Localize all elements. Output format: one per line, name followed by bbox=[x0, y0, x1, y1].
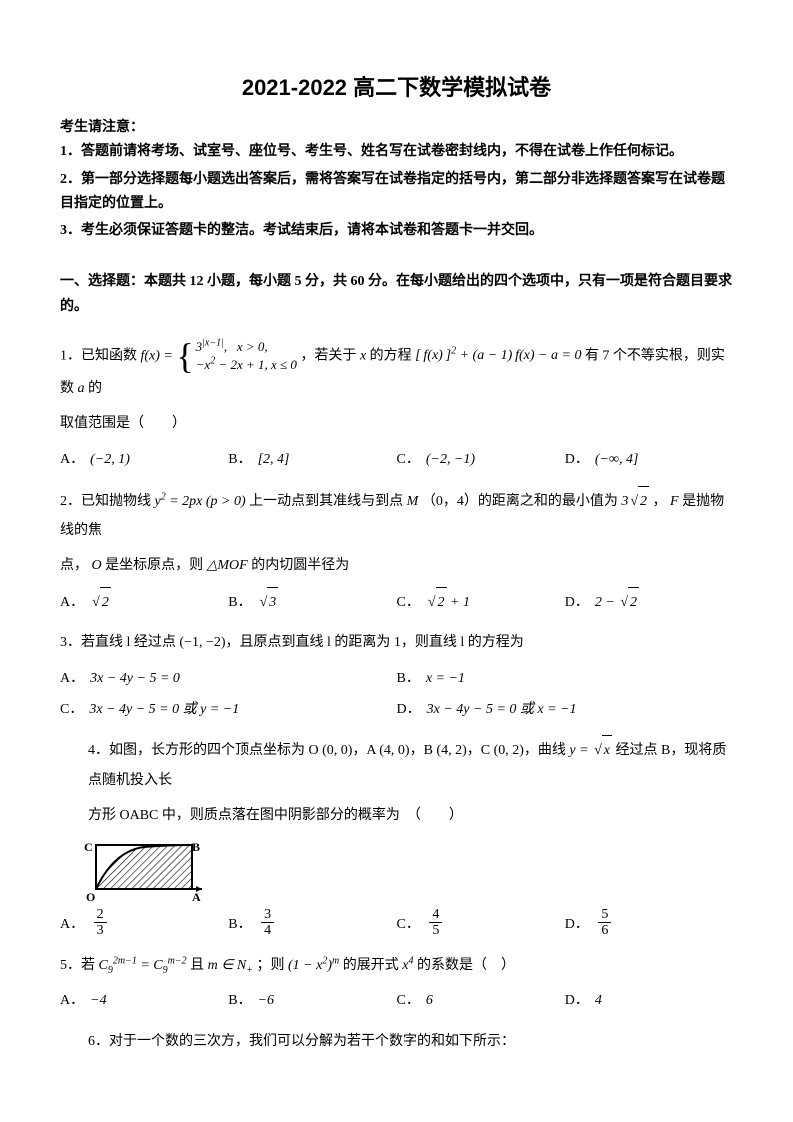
q3-option-d: D．3x − 4y − 5 = 0 或 x = −1 bbox=[397, 695, 734, 726]
q1-option-d: D．(−∞, 4] bbox=[565, 445, 733, 476]
q3-options-row2: C．3x − 4y − 5 = 0 或 y = −1 D．3x − 4y − 5… bbox=[60, 695, 733, 726]
q6-stem: 6．对于一个数的三次方，我们可以分解为若干个数字的和如下所示： bbox=[60, 1027, 733, 1056]
q4-option-d: D． 56 bbox=[565, 909, 733, 941]
q5-t2: 且 bbox=[190, 958, 208, 973]
q2-F: F bbox=[670, 494, 679, 509]
notice-2: 2．第一部分选择题每小题选出答案后，需将答案写在试卷指定的括号内，第二部分非选择… bbox=[60, 168, 733, 216]
q1-option-c: C．(−2, −1) bbox=[397, 445, 565, 476]
q2-t1: 2．已知抛物线 bbox=[60, 494, 155, 509]
question-1: 1．已知函数 f(x) = { 3|x−1|, x > 0, −x2 − 2x … bbox=[60, 338, 733, 476]
q1-text-b2: 的方程 bbox=[370, 348, 412, 363]
q5-mN: m ∈ N+ bbox=[208, 958, 253, 973]
q2-option-a: A．2 bbox=[60, 587, 228, 619]
q5-comb: C92m−1 = C9m−2 bbox=[99, 958, 187, 973]
q2-MOF: △MOF bbox=[207, 558, 248, 573]
q2-t4: ， bbox=[653, 494, 667, 509]
q1-text-d: 的 bbox=[88, 381, 102, 396]
q4-label-c: C bbox=[84, 835, 93, 860]
q4-stem-2: 方形 OABC 中，则质点落在图中阴影部分的概率为 （ ） bbox=[60, 801, 733, 830]
q1-text-a: 1．已知函数 bbox=[60, 348, 141, 363]
section-1-header: 一、选择题：本题共 12 小题，每小题 5 分，共 60 分。在每小题给出的四个… bbox=[60, 269, 733, 319]
q4-curve: y = x bbox=[569, 743, 612, 758]
q3-options-row1: A．3x − 4y − 5 = 0 B．x = −1 bbox=[60, 664, 733, 695]
q5-t1: 5．若 bbox=[60, 958, 99, 973]
q1-options: A．(−2, 1) B．[2, 4] C．(−2, −1) D．(−∞, 4] bbox=[60, 445, 733, 476]
q3-option-b: B．x = −1 bbox=[397, 664, 734, 695]
q5-option-d: D．4 bbox=[565, 986, 733, 1017]
q2-O: O bbox=[92, 558, 102, 573]
q5-option-b: B．−6 bbox=[228, 986, 396, 1017]
q4-stem-1: 4．如图，长方形的四个顶点坐标为 O (0, 0)，A (4, 0)，B (4,… bbox=[60, 735, 733, 795]
brace-icon: { bbox=[176, 338, 193, 374]
q4-figure: C B O A bbox=[84, 837, 204, 899]
q5-option-a: A．−4 bbox=[60, 986, 228, 1017]
q4-option-c: C． 45 bbox=[397, 909, 565, 941]
q4-label-b: B bbox=[192, 835, 200, 860]
q4-t1: 4．如图，长方形的四个顶点坐标为 O (0, 0)，A (4, 0)，B (4,… bbox=[88, 743, 569, 758]
q2-stem-1: 2．已知抛物线 y2 = 2px (p > 0) 上一动点到其准线与到点 M （… bbox=[60, 486, 733, 546]
question-6: 6．对于一个数的三次方，我们可以分解为若干个数字的和如下所示： bbox=[60, 1027, 733, 1056]
q3-option-a: A．3x − 4y − 5 = 0 bbox=[60, 664, 397, 695]
q4-option-a: A． 23 bbox=[60, 909, 228, 941]
q1-eqn: [ f(x) ]2 + (a − 1) f(x) − a = 0 bbox=[415, 348, 581, 363]
q5-option-c: C．6 bbox=[397, 986, 565, 1017]
q1-option-b: B．[2, 4] bbox=[228, 445, 396, 476]
q2-t6: 点， bbox=[60, 558, 88, 573]
q2-options: A．2 B．3 C．2 + 1 D．2 − 2 bbox=[60, 587, 733, 619]
question-2: 2．已知抛物线 y2 = 2px (p > 0) 上一动点到其准线与到点 M （… bbox=[60, 486, 733, 619]
notice-1: 1．答题前请将考场、试室号、座位号、考生号、姓名写在试卷密封线内，不得在试卷上作… bbox=[60, 140, 733, 164]
q5-binom: (1 − x2)m bbox=[288, 958, 339, 973]
q2-t8: 的内切圆半径为 bbox=[251, 558, 349, 573]
q5-t5: 的系数是（ ） bbox=[417, 958, 515, 973]
q1-stem: 1．已知函数 f(x) = { 3|x−1|, x > 0, −x2 − 2x … bbox=[60, 338, 733, 404]
notice-header: 考生请注意： bbox=[60, 116, 733, 136]
q5-options: A．−4 B．−6 C．6 D．4 bbox=[60, 986, 733, 1017]
question-3: 3．若直线 l 经过点 (−1, −2)，且原点到直线 l 的距离为 1，则直线… bbox=[60, 628, 733, 725]
q2-stem-2: 点， O 是坐标原点，则 △MOF 的内切圆半径为 bbox=[60, 551, 733, 580]
q2-parabola: y2 = 2px (p > 0) bbox=[155, 494, 246, 509]
q2-option-d: D．2 − 2 bbox=[565, 587, 733, 619]
q2-option-c: C．2 + 1 bbox=[397, 587, 565, 619]
q1-option-a: A．(−2, 1) bbox=[60, 445, 228, 476]
q1-text-b: ，若关于 bbox=[300, 348, 360, 363]
q4-figure-svg bbox=[84, 837, 204, 899]
q1-a: a bbox=[78, 381, 85, 396]
q2-t2: 上一动点到其准线与到点 bbox=[249, 494, 407, 509]
q4-option-b: B． 34 bbox=[228, 909, 396, 941]
q3-option-c: C．3x − 4y − 5 = 0 或 y = −1 bbox=[60, 695, 397, 726]
q5-stem: 5．若 C92m−1 = C9m−2 且 m ∈ N+ ；则 (1 − x2)m… bbox=[60, 951, 733, 980]
question-4: 4．如图，长方形的四个顶点坐标为 O (0, 0)，A (4, 0)，B (4,… bbox=[60, 735, 733, 940]
q5-t4: 的展开式 bbox=[343, 958, 403, 973]
q2-t7: 是坐标原点，则 bbox=[105, 558, 207, 573]
q1-piecewise: { 3|x−1|, x > 0, −x2 − 2x + 1, x ≤ 0 bbox=[176, 338, 297, 374]
q4-options: A． 23 B． 34 C． 45 D． 56 bbox=[60, 909, 733, 941]
page: 2021-2022 高二下数学模拟试卷 考生请注意： 1．答题前请将考场、试室号… bbox=[0, 0, 793, 1106]
q1-fx: f(x) = bbox=[141, 348, 177, 363]
q4-label-a: A bbox=[192, 885, 201, 910]
q3-stem: 3．若直线 l 经过点 (−1, −2)，且原点到直线 l 的距离为 1，则直线… bbox=[60, 628, 733, 657]
q1-stem-line2: 取值范围是（ ） bbox=[60, 409, 733, 438]
q2-t3: （0，4）的距离之和的最小值为 bbox=[422, 494, 618, 509]
exam-title: 2021-2022 高二下数学模拟试卷 bbox=[60, 70, 733, 102]
question-5: 5．若 C92m−1 = C9m−2 且 m ∈ N+ ；则 (1 − x2)m… bbox=[60, 951, 733, 1017]
notice-3: 3．考生必须保证答题卡的整洁。考试结束后，请将本试卷和答题卡一并交回。 bbox=[60, 219, 733, 243]
q2-M: M bbox=[407, 494, 419, 509]
q2-option-b: B．3 bbox=[228, 587, 396, 619]
q1-x: x bbox=[360, 348, 366, 363]
q5-t3: ；则 bbox=[257, 958, 289, 973]
q5-x4: x4 bbox=[402, 958, 413, 973]
q2-minval: 32 bbox=[621, 494, 649, 509]
